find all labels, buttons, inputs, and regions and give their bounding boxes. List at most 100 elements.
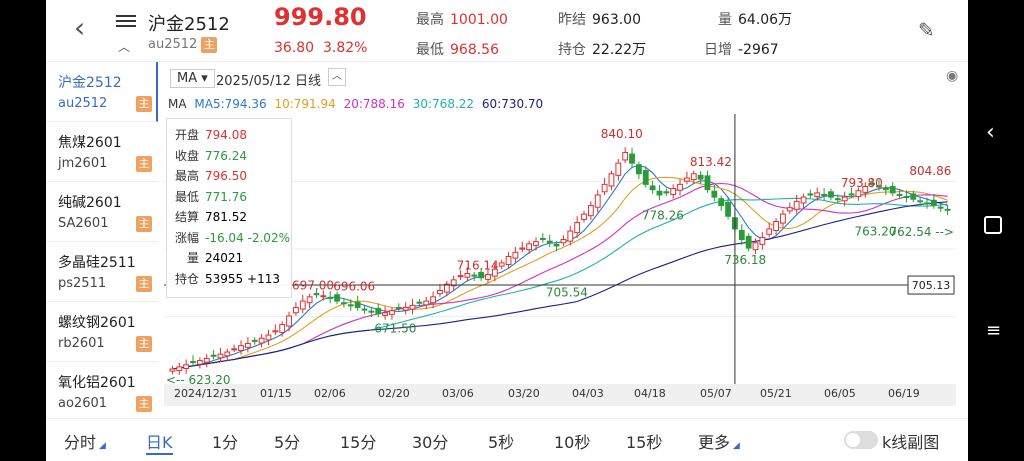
ma10-value: 10:791.94 xyxy=(274,97,336,111)
candle-body xyxy=(519,247,526,250)
candle-body xyxy=(416,301,423,304)
ma60-value: 60:730.70 xyxy=(481,97,544,111)
candle-body xyxy=(430,296,436,304)
ma5-value: MA5:794.36 xyxy=(194,97,267,111)
sidebar-item-jm2601[interactable]: 焦煤2601 jm2601 主 xyxy=(46,122,158,182)
candle-body xyxy=(389,310,395,315)
tab-timeshare[interactable]: 分时 ◢ xyxy=(64,433,106,452)
candle-body xyxy=(869,182,876,185)
tab-1min[interactable]: 1分 xyxy=(212,433,239,452)
info-high: 最高 796.50 xyxy=(175,166,283,187)
main-badge: 主 xyxy=(136,336,152,352)
info-settle: 结算 781.52 xyxy=(175,207,283,228)
back-nav-icon[interactable]: ‹ xyxy=(986,120,995,145)
high-value: 1001.00 xyxy=(450,12,508,28)
info-change-label: 涨幅 xyxy=(175,230,200,245)
info-close: 收盘 776.24 xyxy=(175,146,283,167)
tab-15min[interactable]: 15分 xyxy=(340,433,377,452)
candle-body xyxy=(704,175,711,191)
ma5-line xyxy=(172,164,948,370)
candle-body xyxy=(834,198,841,201)
price-annotation: 736.18 xyxy=(724,253,766,267)
subchart-toggle[interactable] xyxy=(844,431,878,449)
vol-label: 量 xyxy=(718,12,732,28)
candle-body xyxy=(327,296,334,299)
candle-body xyxy=(471,274,478,277)
tab-30min[interactable]: 30分 xyxy=(412,433,449,452)
sidebar-item-ao2601[interactable]: 氧化铝2601 ao2601 主 xyxy=(46,362,158,422)
low-label: 最低 xyxy=(416,42,444,58)
candle-body xyxy=(889,185,896,194)
candle-body xyxy=(766,228,773,235)
edit-icon[interactable]: ✎ xyxy=(918,18,935,42)
candle-body xyxy=(382,312,388,316)
candle-body xyxy=(196,360,203,365)
candle-body xyxy=(354,301,361,308)
candle-body xyxy=(855,190,862,198)
tab-10sec[interactable]: 10秒 xyxy=(554,433,591,452)
candle-body xyxy=(341,302,347,305)
main-badge: 主 xyxy=(136,396,152,412)
candle-body xyxy=(437,289,443,295)
price-annotation: 762.54 --> xyxy=(889,225,954,239)
candle-body xyxy=(629,153,635,164)
candle-body xyxy=(587,205,594,217)
candle-body xyxy=(786,207,793,212)
candle-body xyxy=(738,230,745,241)
candle-body xyxy=(725,201,731,217)
x-tick-label: 02/06 xyxy=(314,387,346,400)
ma20-value: 20:788.16 xyxy=(343,97,405,111)
tab-daily-k[interactable]: 日K xyxy=(146,429,173,455)
candle-body xyxy=(217,353,224,359)
sidebar-item-code: ps2511 xyxy=(58,276,107,291)
sidebar-item-sa2601[interactable]: 纯碱2601 SA2601 主 xyxy=(46,182,158,242)
x-tick-label: 05/21 xyxy=(760,387,792,400)
eye-icon[interactable]: ◉ xyxy=(946,68,959,84)
hold-label: 持仓 xyxy=(558,42,586,58)
candle-body xyxy=(169,368,176,372)
low-value: 968.56 xyxy=(450,42,499,58)
chevron-up-icon[interactable]: ︿ xyxy=(328,68,346,86)
recent-apps-icon[interactable]: ≡ xyxy=(986,320,1002,341)
candle-body xyxy=(402,306,409,311)
candle-body xyxy=(498,262,505,267)
sidebar-item-code: jm2601 xyxy=(58,156,108,171)
home-nav-icon[interactable] xyxy=(984,216,1002,234)
tab-15sec[interactable]: 15秒 xyxy=(626,433,663,452)
info-open: 开盘 794.08 xyxy=(175,125,283,146)
tab-5min[interactable]: 5分 xyxy=(274,433,301,452)
sidebar-item-au2512[interactable]: 沪金2512 au2512 主 xyxy=(46,62,158,122)
tab-5sec[interactable]: 5秒 xyxy=(488,433,515,452)
ma60-line xyxy=(172,201,948,370)
candle-body xyxy=(697,174,704,180)
candle-body xyxy=(690,173,697,181)
collapse-icon[interactable]: ︿ xyxy=(118,40,131,54)
sidebar-item-rb2601[interactable]: 螺纹钢2601 rb2601 主 xyxy=(46,302,158,362)
contract-title[interactable]: 沪金2512 xyxy=(148,14,230,35)
info-close-value: 776.24 xyxy=(205,148,248,163)
candle-body xyxy=(828,191,834,198)
main-badge: 主 xyxy=(136,156,152,172)
prev-label: 昨结 xyxy=(558,12,586,28)
back-icon[interactable]: ‹ xyxy=(74,11,86,44)
daily-increase-stat: 日增 -2967 xyxy=(704,39,779,59)
info-change-value: -16.04 xyxy=(205,230,244,245)
chart-date: 2025/05/12 日线 xyxy=(216,74,322,89)
info-volume-label: 量 xyxy=(187,251,200,265)
candle-body xyxy=(334,294,340,302)
candle-body xyxy=(642,170,649,185)
sidebar-item-ps2511[interactable]: 多晶硅2511 ps2511 主 xyxy=(46,242,158,302)
candle-body xyxy=(759,236,766,245)
price-annotation: 804.86 xyxy=(909,164,951,178)
candle-body xyxy=(299,300,306,310)
info-hold-label: 持仓 xyxy=(175,271,200,286)
info-low: 最低 771.76 xyxy=(175,187,283,208)
candle-body xyxy=(635,164,642,175)
candle-body xyxy=(272,330,279,333)
indicator-select[interactable]: MA ▾ xyxy=(170,69,215,88)
right-system-bar: ‹ ≡ xyxy=(968,0,1024,461)
tab-more[interactable]: 更多 ◢ xyxy=(698,433,740,452)
menu-icon[interactable] xyxy=(116,12,136,30)
candle-body xyxy=(238,345,244,351)
sidebar-item-code: rb2601 xyxy=(58,336,105,351)
